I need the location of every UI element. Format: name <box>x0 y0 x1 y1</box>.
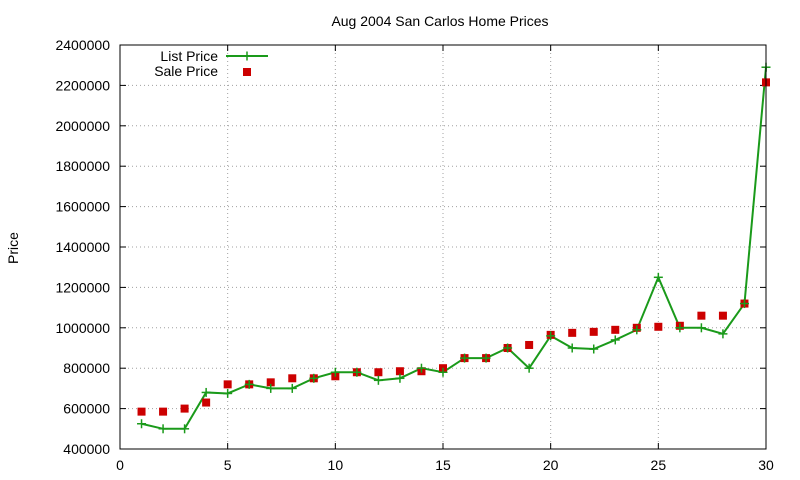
sale-price-point <box>137 407 146 416</box>
list-price-point <box>201 387 211 397</box>
sale-price-point <box>374 368 383 377</box>
list-price-point <box>137 419 147 429</box>
list-price-point <box>718 329 728 339</box>
list-price-point <box>546 331 556 341</box>
y-tick-label: 1800000 <box>55 158 110 174</box>
sale-price-point <box>697 311 706 320</box>
list-price-point <box>460 353 470 363</box>
list-price-point <box>503 343 513 353</box>
x-tick-label: 30 <box>758 457 774 473</box>
list-price-point <box>330 367 340 377</box>
y-tick-label: 2200000 <box>55 77 110 93</box>
sale-price-point <box>266 378 275 387</box>
y-axis-label: Price <box>5 232 21 264</box>
plot-area <box>137 62 771 434</box>
y-tick-label: 800000 <box>63 360 110 376</box>
list-price-point <box>438 367 448 377</box>
list-price-point <box>223 388 233 398</box>
list-price-point <box>180 424 190 434</box>
legend-label-sale-price: Sale Price <box>154 63 218 79</box>
x-tick-label: 5 <box>224 457 232 473</box>
list-price-point <box>524 363 534 373</box>
list-price-point <box>632 325 642 335</box>
sale-price-point <box>589 327 598 336</box>
sale-price-point <box>718 311 727 320</box>
y-tick-label: 600000 <box>63 401 110 417</box>
sale-price-point <box>159 407 168 416</box>
sale-price-point <box>611 325 620 334</box>
x-tick-label: 20 <box>543 457 559 473</box>
list-price-point <box>416 363 426 373</box>
x-tick-label: 0 <box>116 457 124 473</box>
sale-price-point <box>180 404 189 413</box>
list-price-point <box>589 344 599 354</box>
list-price-point <box>395 373 405 383</box>
plot-frame <box>119 44 767 450</box>
y-tick-label: 1200000 <box>55 279 110 295</box>
list-price-point <box>309 373 319 383</box>
sale-price-point <box>288 374 297 383</box>
x-tick-label: 15 <box>435 457 451 473</box>
list-price-point <box>567 343 577 353</box>
y-tick-label: 2400000 <box>55 37 110 53</box>
list-price-point <box>696 323 706 333</box>
y-tick-label: 2000000 <box>55 118 110 134</box>
y-tick-label: 1400000 <box>55 239 110 255</box>
legend-marker-list-price <box>242 51 252 61</box>
sale-price-point <box>654 322 663 331</box>
list-price-point <box>675 323 685 333</box>
sale-price-point <box>202 398 211 407</box>
y-tick-label: 1600000 <box>55 199 110 215</box>
sale-price-point <box>223 380 232 389</box>
x-tick-label: 25 <box>651 457 667 473</box>
list-price-point <box>373 375 383 385</box>
x-tick-label: 10 <box>328 457 344 473</box>
list-price-point <box>352 367 362 377</box>
list-price-point <box>610 335 620 345</box>
legend-label-list-price: List Price <box>160 48 218 64</box>
y-tick-label: 400000 <box>63 441 110 457</box>
list-price-point <box>653 272 663 282</box>
list-price-point <box>739 299 749 309</box>
y-tick-label: 1000000 <box>55 320 110 336</box>
list-price-point <box>481 353 491 363</box>
axis-ticks: 400000 600000 800000 1000000 1200000 1400000 1… <box>55 37 774 473</box>
sale-price-point <box>525 340 534 349</box>
legend-marker-sale-price <box>243 68 251 76</box>
grid-lines <box>120 45 766 449</box>
list-price-line <box>141 67 767 430</box>
list-price-point <box>266 383 276 393</box>
chart-title: Aug 2004 San Carlos Home Prices <box>331 13 548 29</box>
list-price-point <box>158 424 168 434</box>
list-price-point <box>287 383 297 393</box>
sale-price-point <box>395 367 404 376</box>
list-price-point <box>244 379 254 389</box>
sale-price-point <box>568 328 577 337</box>
